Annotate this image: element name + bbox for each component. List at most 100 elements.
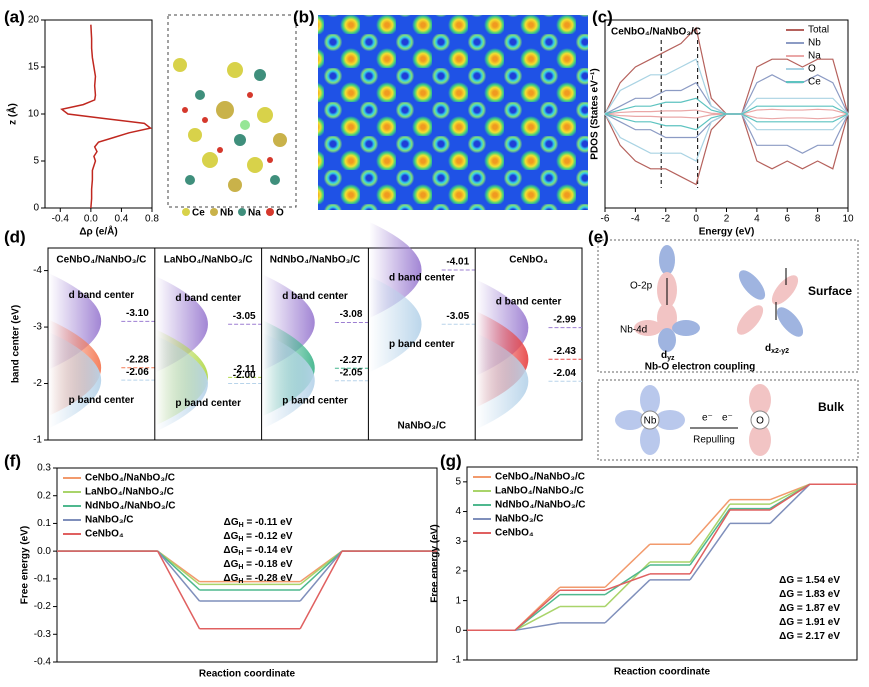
step-connector — [689, 509, 731, 575]
structure-box — [167, 14, 297, 208]
step-connector — [299, 550, 343, 602]
label: e⁻ — [702, 413, 713, 424]
value-label: -2.43 — [553, 346, 576, 357]
annotation: ΔG = 1.54 eV — [779, 575, 840, 586]
annotation-part: = -0.11 eV — [244, 517, 293, 528]
band-label: d band center — [175, 293, 241, 304]
label: Nb — [644, 416, 657, 427]
pdos-line — [604, 113, 849, 162]
plot-frame — [44, 19, 153, 209]
plot-frame — [56, 467, 438, 663]
annotation-part: = -0.14 eV — [243, 545, 293, 556]
label: dyz — [661, 350, 675, 362]
annotation-part: ΔG = 1.91 eV — [779, 617, 840, 628]
label: dx2-y2 — [765, 343, 789, 355]
x-tick-label: 2 — [724, 214, 730, 225]
y-tick-label: 0.1 — [37, 518, 51, 529]
legend-label: O — [808, 64, 816, 75]
dx-lobe — [736, 305, 764, 335]
panel-title: NdNbO₄/NaNbO₃/C — [270, 255, 361, 266]
panel-label: (c) — [592, 7, 613, 26]
y-axis-label: PDOS (States eV⁻¹) — [590, 68, 601, 159]
x-tick-label: 0.4 — [114, 214, 128, 225]
step-connector — [157, 550, 201, 602]
nb-bulk-lobe — [640, 425, 660, 455]
step-connector — [604, 573, 651, 591]
step-connector — [514, 622, 560, 632]
nb-bulk-lobe — [615, 410, 645, 430]
x-tick-label: 6 — [784, 214, 790, 225]
step-connector — [299, 550, 343, 630]
y-axis-label: z (Å) — [6, 103, 19, 125]
pdos-line — [604, 113, 849, 154]
annotation-part: = -0.28 eV — [243, 573, 293, 584]
panel-title: CeNbO₄ — [509, 255, 548, 266]
step-connector — [157, 550, 201, 630]
legend-label: Ce — [808, 77, 821, 88]
charge-density-map — [318, 15, 588, 210]
label: O — [756, 416, 764, 427]
legend-swatch — [210, 208, 218, 216]
annotation-part: ΔG — [223, 573, 238, 584]
x-tick-label: -2 — [661, 214, 670, 225]
legend-label: NdNbO₄/NaNbO₃/C — [85, 501, 176, 512]
x-axis-label: Reaction coordinate — [614, 667, 711, 678]
y-tick-label: -1 — [33, 435, 42, 446]
annotation-part: ΔG — [224, 517, 239, 528]
panel-label: (a) — [4, 7, 25, 26]
step-connector — [769, 483, 811, 511]
panel-label: (f) — [4, 451, 21, 470]
plot-frame — [466, 466, 858, 661]
annotation: ΔGH = -0.12 eV — [223, 531, 293, 543]
y-tick-label: -3 — [33, 322, 42, 333]
profile-line — [60, 24, 153, 209]
panel-label: (g) — [440, 451, 462, 470]
bulk-box — [597, 379, 859, 461]
dx-lobe — [771, 275, 799, 305]
y-tick-label: 0.0 — [37, 546, 51, 557]
value-label: -3.10 — [126, 308, 149, 319]
legend-label: Na — [808, 51, 821, 62]
surface-box — [597, 239, 859, 373]
annotation: ΔGH = -0.18 eV — [223, 559, 293, 571]
x-axis-label: Reaction coordinate — [199, 669, 296, 680]
y-tick-label: -4 — [33, 265, 42, 276]
nb-lobe — [658, 328, 676, 352]
x-tick-label: 10 — [842, 214, 854, 225]
y-tick-label: 20 — [28, 15, 40, 26]
annotation-part: H — [239, 522, 244, 529]
legend-label: Nb — [808, 38, 821, 49]
value-label: -3.05 — [446, 311, 469, 322]
value-label: -4.01 — [446, 257, 469, 268]
y-tick-label: -0.1 — [34, 573, 52, 584]
crystal-structure — [173, 58, 287, 192]
label: Nb-O electron coupling — [645, 362, 756, 373]
value-label: -2.04 — [553, 368, 576, 379]
y-axis-label: Free energy (eV) — [430, 524, 441, 602]
y-tick-label: 0 — [455, 625, 461, 636]
band-lobe — [369, 276, 422, 373]
plot-frame — [47, 247, 583, 441]
y-tick-label: -2 — [33, 378, 42, 389]
step-connector — [514, 589, 561, 631]
annotation: ΔGH = -0.11 eV — [224, 517, 293, 529]
y-tick-label: 4 — [455, 506, 461, 517]
label: x2-y2 — [771, 348, 789, 355]
x-axis-label: Energy (eV) — [699, 227, 755, 238]
y-axis-label: Free energy (eV) — [20, 526, 31, 604]
value-label: -2.99 — [553, 314, 576, 325]
annotation-part: ΔG — [223, 531, 238, 542]
panel-title: NaNbO₃/C — [398, 421, 447, 432]
band-lobe — [49, 332, 102, 429]
label: Nb-4d — [620, 325, 647, 336]
panel-label: (e) — [588, 227, 609, 246]
legend-label: NaNbO₃/C — [495, 514, 544, 525]
label: yz — [667, 355, 675, 362]
legend-label: Nb — [220, 208, 233, 219]
x-tick-label: 8 — [815, 214, 821, 225]
value-label: -2.00 — [233, 370, 256, 381]
label: Surface — [808, 284, 852, 298]
y-tick-label: 5 — [33, 156, 39, 167]
annotation: ΔG = 1.87 eV — [779, 603, 840, 614]
